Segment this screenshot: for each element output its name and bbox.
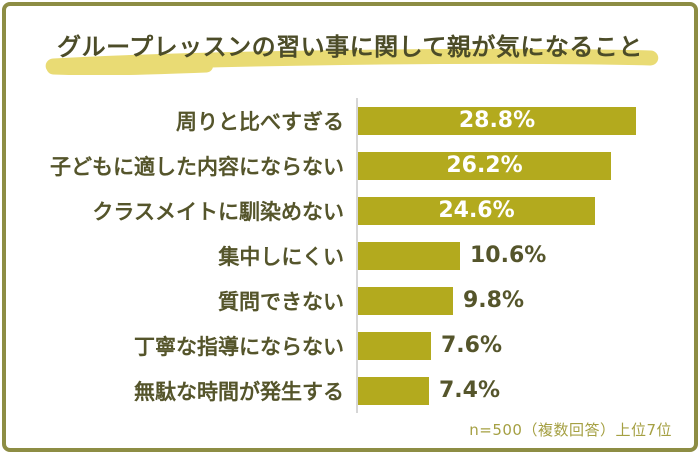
chart-title-text: グループレッスンの習い事に関して親が気になること bbox=[57, 33, 643, 61]
category-label: 集中しにくい bbox=[218, 244, 344, 269]
category-label: 周りと比べすぎる bbox=[176, 109, 344, 134]
category-label: 質問できない bbox=[218, 289, 344, 314]
sample-size-note: n=500（複数回答）上位7位 bbox=[469, 421, 672, 439]
value-label: 24.6% bbox=[438, 198, 515, 223]
value-label: 10.6% bbox=[470, 243, 547, 268]
bar-track: 24.6% bbox=[356, 188, 690, 233]
bar bbox=[358, 241, 460, 270]
bar-chart: 周りと比べすぎる 28.8% 子どもに適した内容にならない 26.2% クラスメイトに馴… bbox=[6, 98, 690, 413]
title-container: グループレッスンの習い事に関して親が気になること bbox=[6, 33, 694, 75]
chart-row: クラスメイトに馴染めない 24.6% bbox=[6, 188, 690, 233]
bar: 26.2% bbox=[358, 151, 611, 180]
bar bbox=[358, 331, 431, 360]
bar-track: 7.4% bbox=[356, 368, 690, 413]
category-label: 丁寧な指導にならない bbox=[134, 334, 344, 359]
category-label: 子どもに適した内容にならない bbox=[50, 154, 344, 179]
chart-row: 無駄な時間が発生する 7.4% bbox=[6, 368, 690, 413]
bar-track: 10.6% bbox=[356, 233, 690, 278]
chart-row: 集中しにくい 10.6% bbox=[6, 233, 690, 278]
value-label: 26.2% bbox=[446, 153, 523, 178]
bar-track: 9.8% bbox=[356, 278, 690, 323]
bar bbox=[358, 286, 453, 315]
value-label: 28.8% bbox=[458, 108, 536, 133]
bar-track: 26.2% bbox=[356, 143, 690, 188]
bar-track: 7.6% bbox=[356, 323, 690, 368]
value-label: 7.6% bbox=[441, 333, 503, 358]
chart-row: 丁寧な指導にならない 7.6% bbox=[6, 323, 690, 368]
chart-row: 周りと比べすぎる 28.8% bbox=[6, 98, 690, 143]
category-label: 無駄な時間が発生する bbox=[134, 379, 344, 404]
bar-track: 28.8% bbox=[356, 98, 690, 143]
chart-title: グループレッスンの習い事に関して親が気になること bbox=[45, 33, 659, 75]
chart-row: 質問できない 9.8% bbox=[6, 278, 690, 323]
value-label: 9.8% bbox=[463, 288, 525, 313]
bar bbox=[358, 376, 429, 405]
bar: 24.6% bbox=[358, 196, 595, 225]
chart-row: 子どもに適した内容にならない 26.2% bbox=[6, 143, 690, 188]
marker-highlight-icon bbox=[45, 48, 659, 75]
value-label: 7.4% bbox=[439, 378, 501, 403]
category-label: クラスメイトに馴染めない bbox=[92, 199, 344, 224]
bar: 28.8% bbox=[358, 106, 636, 135]
